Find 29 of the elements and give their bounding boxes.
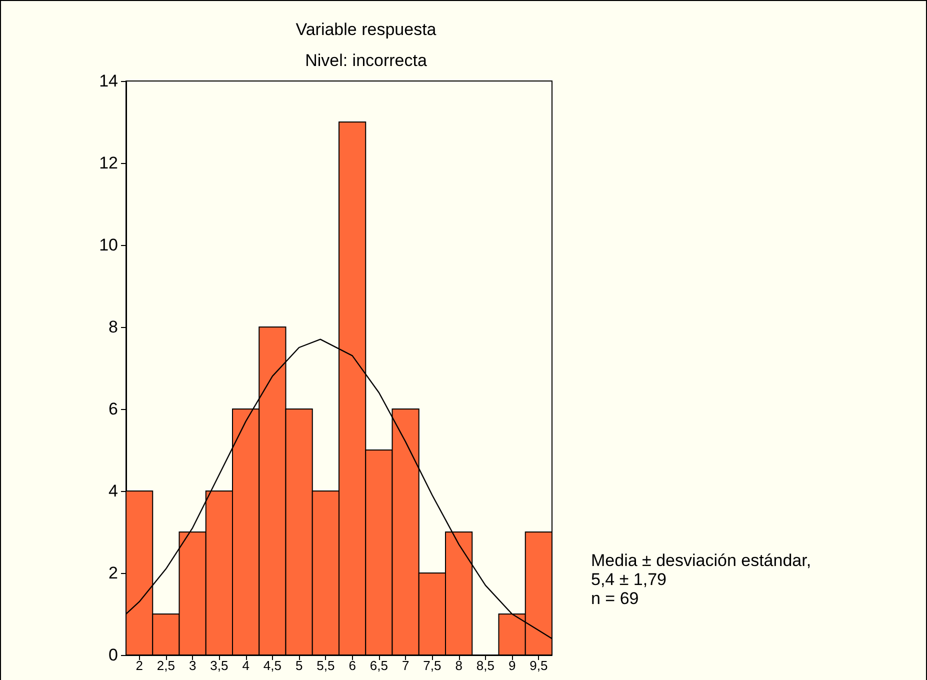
x-tick-label: 5 bbox=[295, 658, 303, 673]
x-tick-label: 2 bbox=[136, 658, 143, 673]
x-tick-label: 7,5 bbox=[423, 658, 442, 673]
text: Media ± desviación estándar, bbox=[591, 551, 812, 570]
x-tick-label: 8,5 bbox=[476, 658, 494, 673]
x-tick-label: 9,5 bbox=[530, 658, 548, 673]
chart-subtitle: Nivel: incorrecta bbox=[305, 51, 428, 70]
text: n = 69 bbox=[591, 589, 639, 608]
y-tick-label: 10 bbox=[99, 236, 118, 254]
x-tick-label: 6 bbox=[348, 658, 356, 673]
y-tick-label: 4 bbox=[108, 482, 118, 500]
y-tick-label: 0 bbox=[108, 646, 118, 664]
x-tick-label: 4 bbox=[242, 658, 250, 673]
x-tick-label: 9 bbox=[508, 658, 516, 673]
x-tick-label: 3,5 bbox=[210, 658, 228, 673]
y-tick-label: 2 bbox=[108, 564, 118, 582]
x-tick-label: 3 bbox=[188, 658, 196, 673]
chart-title: Variable respuesta bbox=[296, 20, 437, 39]
x-tick-label: 4,5 bbox=[263, 658, 282, 673]
text: 5,4 ± 1,79 bbox=[591, 570, 666, 589]
x-tick-label: 6,5 bbox=[370, 658, 388, 673]
x-tick-label: 7 bbox=[402, 658, 410, 673]
y-tick-label: 12 bbox=[99, 154, 118, 172]
y-tick-label: 8 bbox=[108, 318, 118, 336]
x-tick-label: 5,5 bbox=[316, 658, 335, 673]
y-tick-label: 6 bbox=[108, 400, 118, 418]
x-tick-label: 2,5 bbox=[156, 658, 175, 673]
x-tick-label: 8 bbox=[455, 658, 462, 673]
y-tick-label: 14 bbox=[99, 72, 118, 90]
